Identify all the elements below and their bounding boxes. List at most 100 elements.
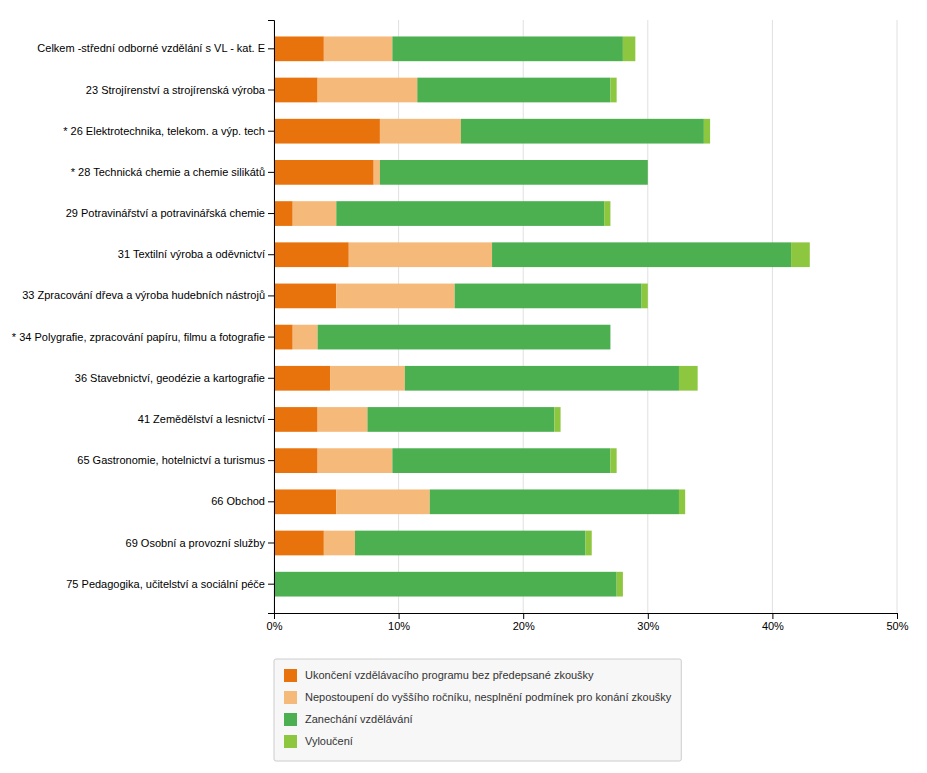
legend-swatch [284,669,297,682]
legend-swatch [284,735,297,748]
legend-label: Nepostoupení do vyššího ročníku, nesplně… [305,691,672,703]
grid [274,20,897,613]
bar [791,242,810,267]
tick: 23 Strojírenství a strojírenská výroba [86,84,274,96]
bar [318,407,368,432]
plot: 0% 10% 20% 30% 40% 50% Celkem -střední odborné… [12,20,909,632]
bar [392,36,623,61]
bar [610,325,611,350]
bar [704,119,710,144]
bar [380,119,461,144]
tick-label: 65 Gastronomie, hotelnictví a turismus [77,454,265,466]
bar [318,325,611,350]
tick-label: * 26 Elektrotechnika, telekom. a výp. te… [63,125,265,137]
bar [355,531,586,556]
tick-label: 29 Potravinářství a potravinářská chemie [66,207,265,219]
tick-label: 31 Textilní výroba a oděvnictví [118,248,265,260]
grid-line [398,20,399,613]
bar [417,78,610,103]
tick: * 28 Technická chemie a chemie silikátů [71,166,274,178]
bar [492,242,791,267]
bar [374,160,380,185]
tick-mark [523,613,524,619]
tick: 29 Potravinářství a potravinářská chemie [66,207,274,219]
bar [380,160,648,185]
bar [336,489,429,514]
axis-line [268,21,275,614]
bar [274,284,336,309]
bar [679,366,698,391]
bar [623,36,635,61]
bar [336,284,454,309]
tick: 65 Gastronomie, hotelnictví a turismus [77,454,274,466]
bar [349,242,492,267]
legend-label: Vyloučení [305,735,353,747]
tick-mark [268,501,274,502]
tick-mark [648,613,649,619]
tick-mark [268,419,274,420]
tick: 0% [267,613,283,632]
axis-line [275,614,898,620]
bar [318,78,418,103]
tick: 31 Textilní výroba a oděvnictví [118,248,274,260]
tick-mark [268,90,274,91]
legend-label: Ukončení vzdělávacího programu bez přede… [305,669,594,681]
tick-label: 50% [886,620,908,632]
bar [324,531,355,556]
bar [679,489,685,514]
tick-mark [268,584,274,585]
series [554,36,809,596]
tick-label: 20% [513,620,535,632]
tick: 40% [762,613,784,632]
bar [293,325,318,350]
tick-mark [268,542,274,543]
bar [274,572,617,597]
legend-item: Zanechání vzdělávání [284,713,413,726]
tick: 66 Obchod [211,495,274,507]
tick-label: * 28 Technická chemie a chemie silikátů [71,166,265,178]
tick: 50% [886,613,908,632]
legend: Ukončení vzdělávacího programu bez přede… [274,659,681,761]
tick-label: 66 Obchod [211,495,265,507]
tick-label: 30% [637,620,659,632]
grid-line [772,20,773,613]
legend-swatch [284,713,297,726]
tick-label: 10% [388,620,410,632]
legend-item: Ukončení vzdělávacího programu bez přede… [284,669,594,682]
chart: 0% 10% 20% 30% 40% 50% Celkem -střední odborné… [0,0,927,773]
tick-mark [897,613,898,619]
legend-frame [274,659,681,761]
bar [461,119,704,144]
bar [274,201,293,226]
bar [336,201,604,226]
series [274,36,791,596]
tick-label: 23 Strojírenství a strojírenská výroba [86,84,266,96]
bar [430,489,679,514]
bar [274,366,330,391]
tick: 30% [637,613,659,632]
bar [610,448,616,473]
tick-mark [268,295,274,296]
tick-label: Celkem -střední odborné vzdělání s VL - … [37,42,265,54]
tick: 10% [388,613,410,632]
legend-label: Zanechání vzdělávání [305,713,413,725]
bar [367,407,554,432]
bar [274,489,336,514]
tick-mark [268,378,274,379]
bar [604,201,610,226]
tick-label: 41 Zemědělství a lesnictví [138,413,265,425]
tick: 75 Pedagogika, učitelství a sociální péč… [66,578,274,590]
bar [610,78,616,103]
bar [274,160,374,185]
legend-item: Vyloučení [284,735,353,748]
tick-mark [772,613,773,619]
tick-mark [268,213,274,214]
tick-mark [268,48,274,49]
tick: 41 Zemědělství a lesnictví [138,413,274,425]
tick-label: 69 Osobní a provozní služby [126,537,266,549]
tick-label: 33 Zpracování dřeva a výroba hudebních n… [22,289,265,301]
bar [274,407,318,432]
bar [274,325,293,350]
tick-mark [268,131,274,132]
tick-mark [268,460,274,461]
